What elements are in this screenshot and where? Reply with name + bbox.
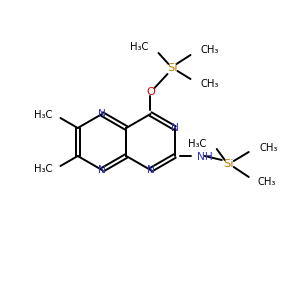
Text: N: N [147, 165, 154, 175]
Text: Si: Si [167, 63, 178, 73]
Text: N: N [98, 109, 106, 119]
Text: N: N [171, 123, 179, 133]
Text: CH₃: CH₃ [260, 143, 278, 153]
Text: Si: Si [224, 159, 234, 169]
Text: NH: NH [197, 152, 212, 162]
Text: H₃C: H₃C [34, 110, 52, 120]
Text: H₃C: H₃C [34, 164, 52, 174]
Text: N: N [98, 165, 106, 175]
Text: O: O [146, 87, 155, 97]
Text: CH₃: CH₃ [258, 177, 276, 187]
Text: CH₃: CH₃ [200, 45, 219, 55]
Text: CH₃: CH₃ [200, 79, 219, 89]
Text: H₃C: H₃C [188, 139, 207, 149]
Text: H₃C: H₃C [130, 42, 148, 52]
